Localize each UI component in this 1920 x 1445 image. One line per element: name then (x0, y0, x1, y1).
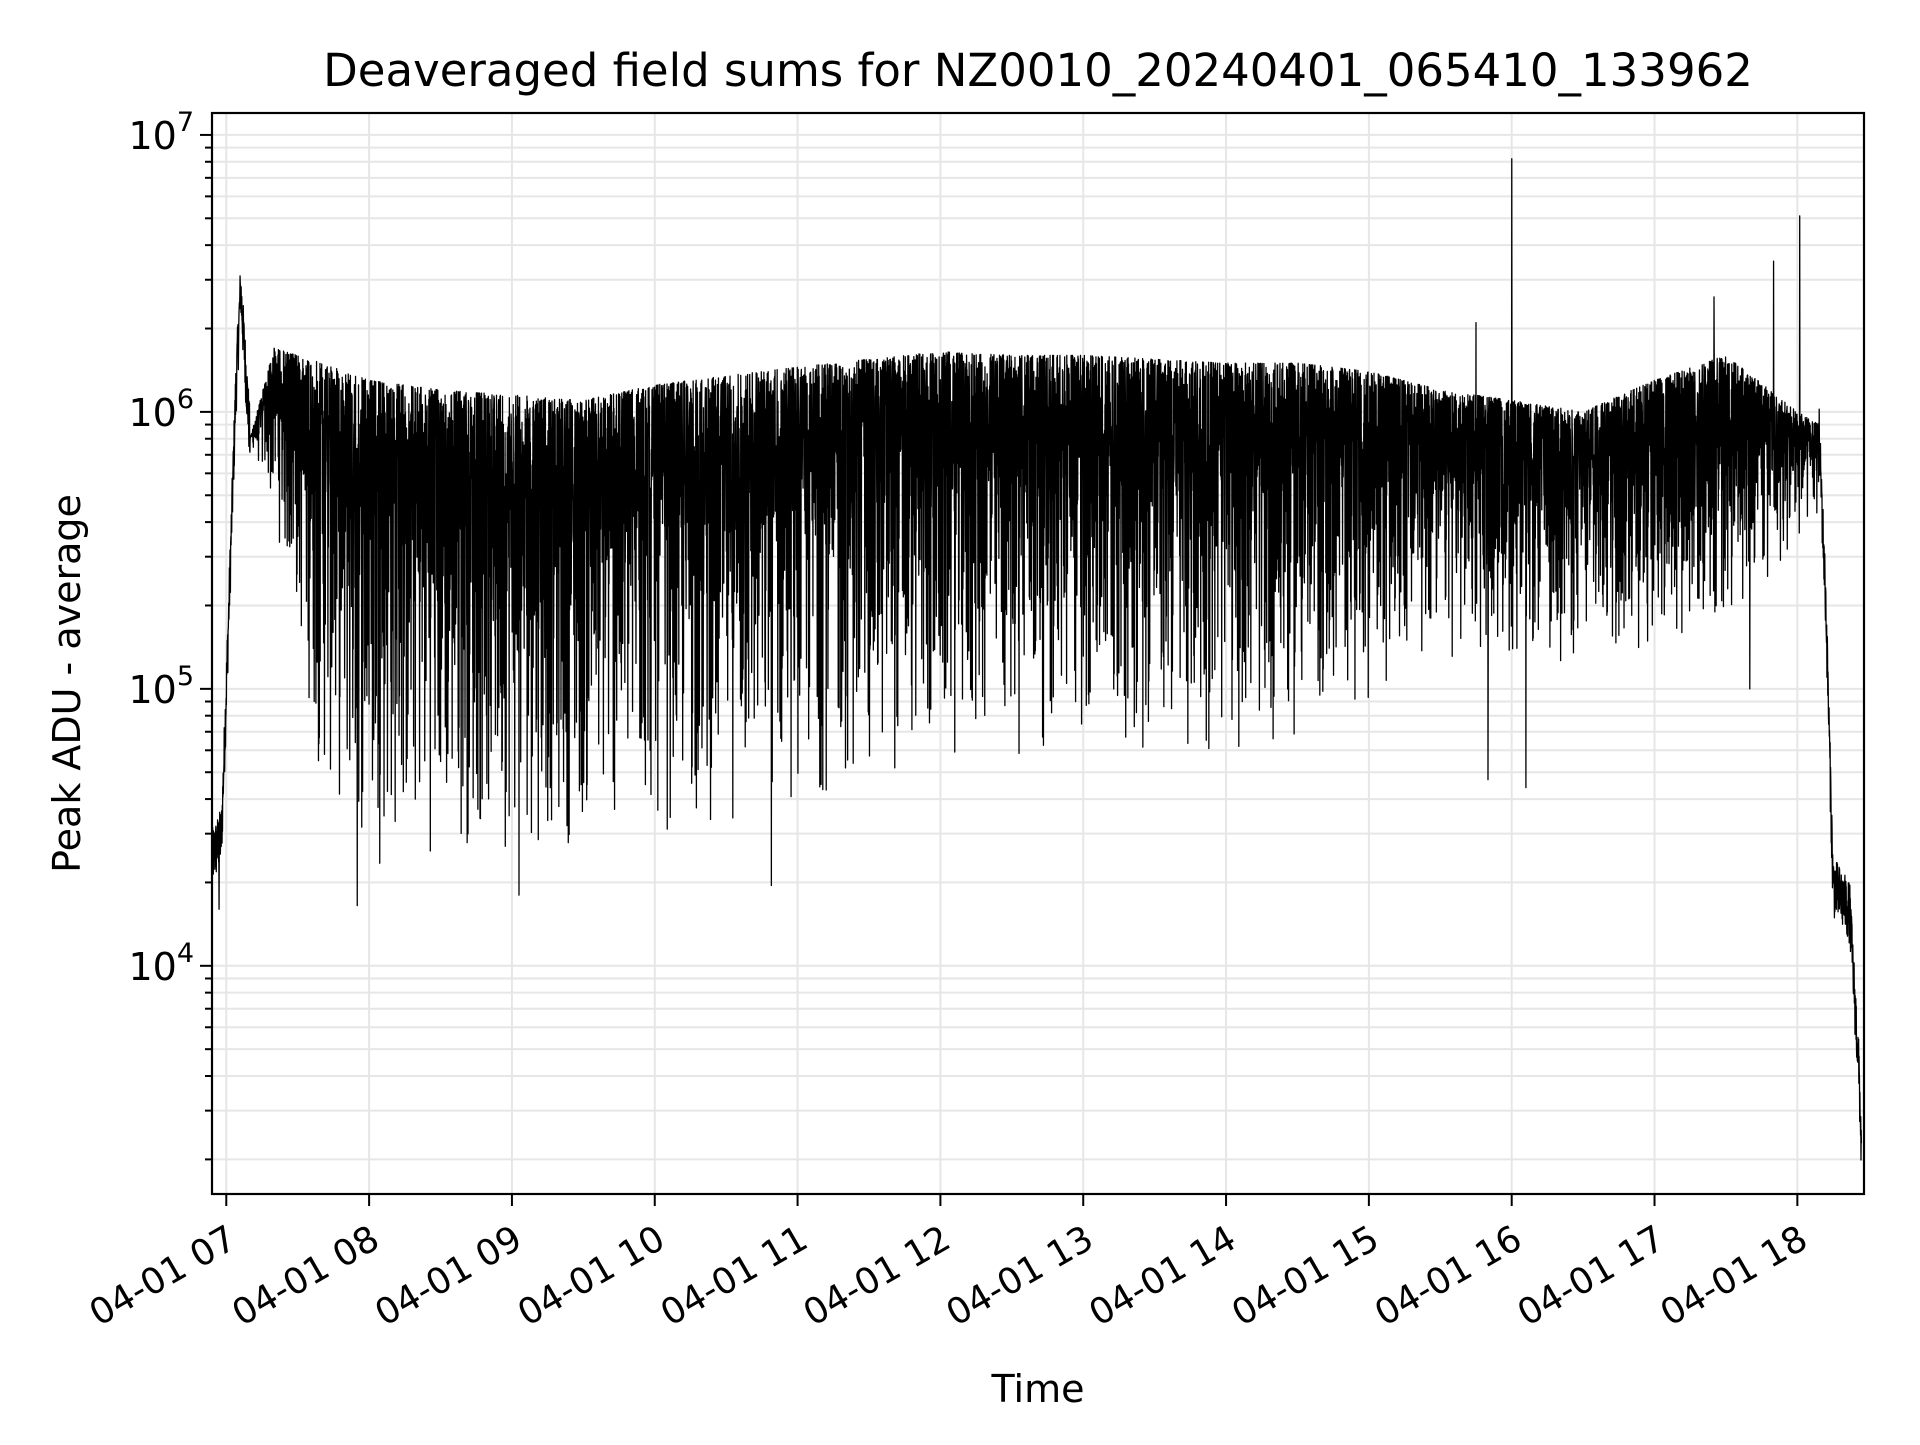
x-axis-label: Time (991, 1367, 1085, 1411)
y-tick-label: 105 (128, 661, 194, 712)
plot-frame (210, 111, 1866, 1196)
y-axis-label: Peak ADU - average (45, 494, 89, 873)
y-tick-label: 107 (128, 107, 194, 158)
y-tick-label: 104 (128, 938, 194, 989)
y-tick-label: 106 (128, 384, 194, 435)
series-line (211, 158, 1863, 1161)
chart-title: Deaveraged field sums for NZ0010_2024040… (323, 44, 1753, 97)
series-layer (211, 158, 1863, 1161)
